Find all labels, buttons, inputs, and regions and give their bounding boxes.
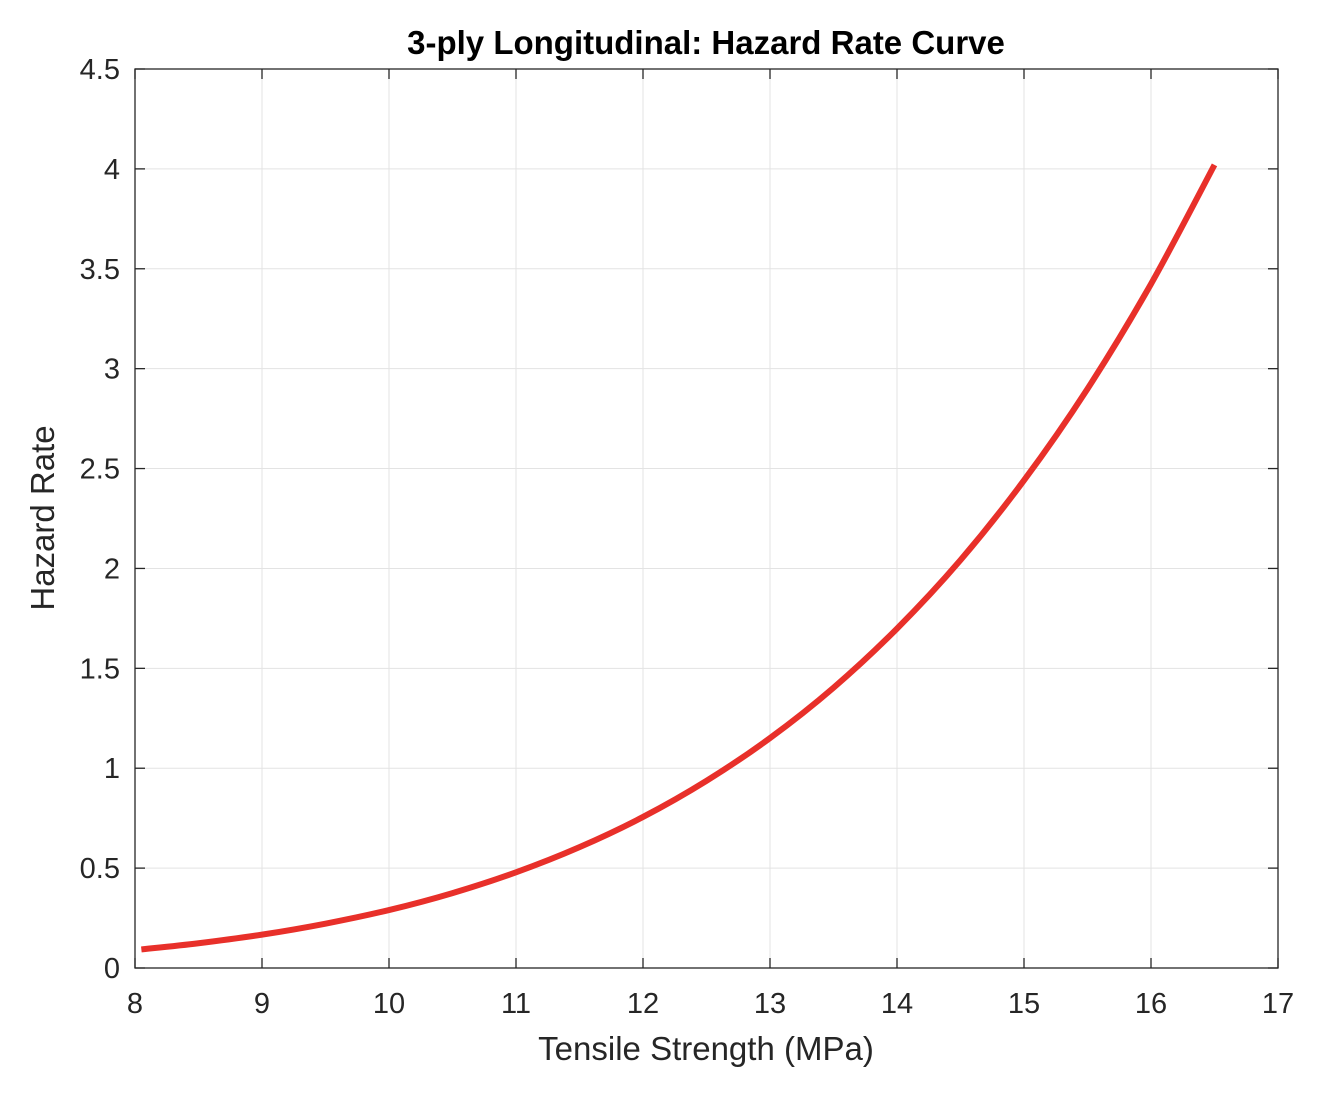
y-tick-label: 2.5 [80,454,120,486]
x-tick-label: 10 [373,988,405,1020]
y-tick-label: 0 [104,953,120,985]
y-tick-label: 2 [104,553,120,585]
series-layer [141,163,1218,953]
y-tick-label: 3 [104,354,120,386]
x-tick-label: 15 [1008,988,1040,1020]
hazard-rate-line [141,163,1218,953]
x-tick-label: 17 [1262,988,1294,1020]
y-tick-label: 4.5 [80,54,120,86]
x-tick-label: 11 [501,988,531,1020]
y-tick-label: 4 [104,154,120,186]
grid [134,68,1279,969]
chart-title: 3-ply Longitudinal: Hazard Rate Curve [407,24,1005,61]
x-tick-label: 13 [754,988,786,1020]
x-tick-label: 14 [881,988,913,1020]
ticks: 8 9 10 11 12 13 14 15 16 17 0 0.5 1 1.5 2 2.5 3 3.5 4 4.5 [80,54,1294,1020]
plot-area-border [134,68,1279,969]
x-tick-label: 9 [254,988,270,1020]
y-axis-label: Hazard Rate [24,425,61,610]
x-tick-label: 16 [1135,988,1167,1020]
x-tick-label: 8 [127,988,143,1020]
y-tick-label: 1.5 [80,653,120,685]
y-tick-label: 0.5 [80,853,120,885]
x-axis-label: Tensile Strength (MPa) [538,1030,874,1067]
x-tick-label: 12 [627,988,659,1020]
y-tick-label: 1 [104,753,120,785]
y-tick-label: 3.5 [80,254,120,286]
